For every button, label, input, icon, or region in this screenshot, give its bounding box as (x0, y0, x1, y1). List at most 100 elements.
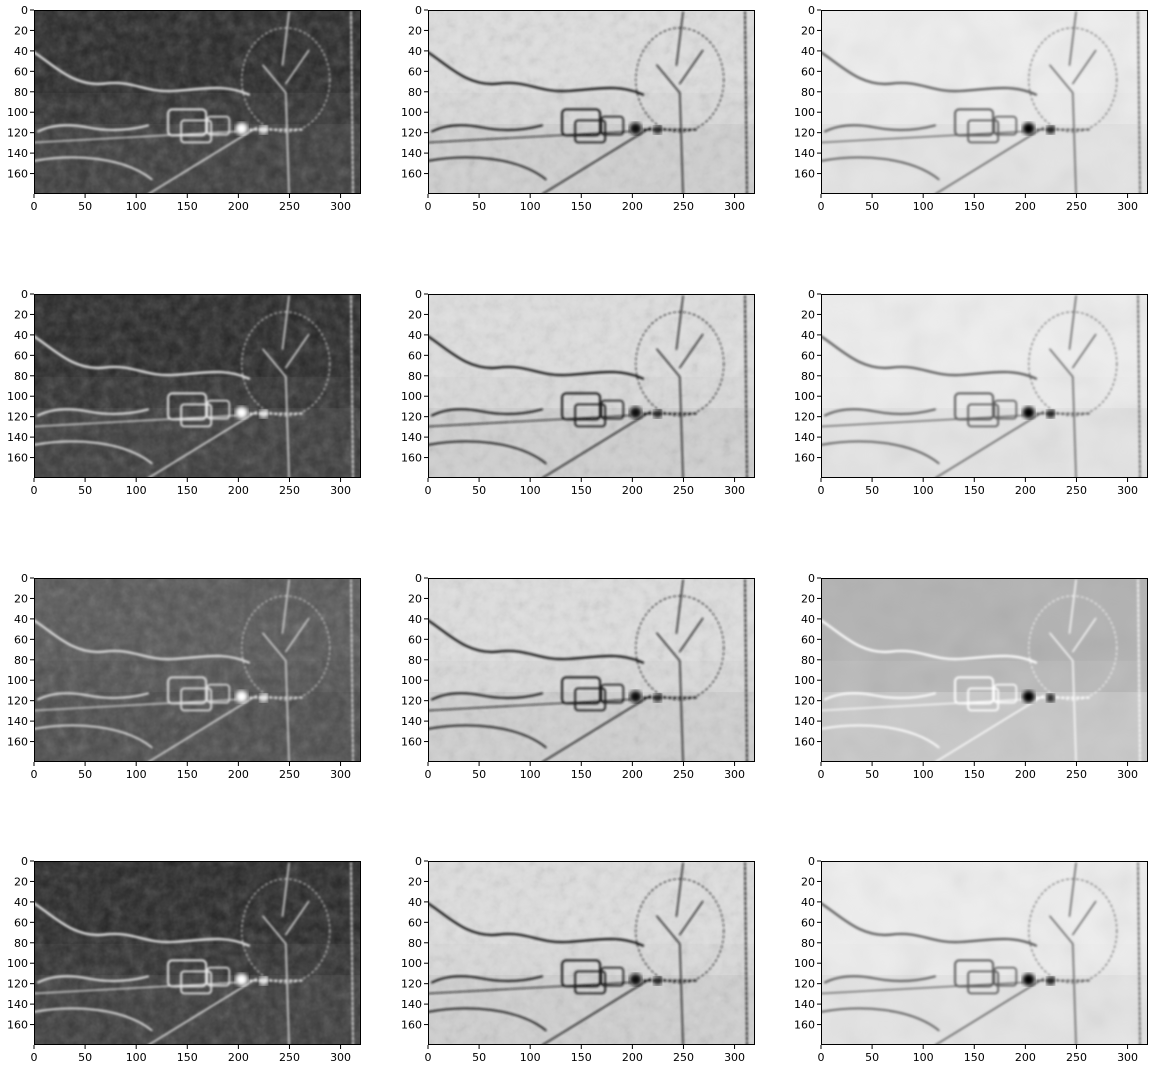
y-tick-label: 20 (801, 308, 815, 321)
image-content (821, 10, 1148, 194)
y-tick-label: 80 (408, 654, 422, 667)
y-tick-label: 80 (801, 86, 815, 99)
x-tick-label: 300 (330, 768, 351, 781)
x-tick-label: 0 (425, 1051, 432, 1064)
y-tick-label: 100 (794, 674, 815, 687)
x-tick-label: 50 (472, 200, 486, 213)
x-tick-label: 250 (673, 1051, 694, 1064)
x-tick-label: 250 (1066, 200, 1087, 213)
axes-frame (821, 861, 1148, 1045)
y-tick-label: 60 (408, 349, 422, 362)
y-tick-label: 20 (801, 24, 815, 37)
x-tick-label: 200 (622, 200, 643, 213)
image-content (34, 578, 361, 762)
x-tick-label: 50 (472, 768, 486, 781)
x-tick-label: 0 (31, 768, 38, 781)
y-tick-label: 40 (408, 329, 422, 342)
y-tick-label: 40 (14, 613, 28, 626)
x-tick-label: 0 (818, 1051, 825, 1064)
x-tick-label: 200 (622, 768, 643, 781)
subplot-r0c2: 0 50 100 150 200 250 300 0 20 40 60 80 100 120 140 160 (794, 4, 1148, 213)
x-tick-label: 300 (330, 200, 351, 213)
x-tick-label: 100 (520, 768, 541, 781)
x-tick-label: 0 (818, 484, 825, 497)
y-tick-label: 140 (794, 998, 815, 1011)
y-tick-label: 40 (801, 45, 815, 58)
axes-frame (821, 10, 1148, 194)
y-tick-label: 100 (794, 106, 815, 119)
x-tick-label: 50 (472, 484, 486, 497)
x-tick-label: 50 (78, 200, 92, 213)
axes-frame (821, 294, 1148, 478)
x-tick-label: 200 (228, 1051, 249, 1064)
x-tick-label: 200 (1015, 200, 1036, 213)
x-tick-label: 150 (177, 768, 198, 781)
subplot-r3c1: 0 50 100 150 200 250 300 0 20 40 60 80 100 120 140 160 (401, 855, 755, 1064)
x-tick-label: 300 (724, 1051, 745, 1064)
image-content (428, 10, 755, 194)
y-tick-label: 160 (401, 168, 422, 181)
x-tick-label: 200 (228, 768, 249, 781)
image-content (428, 578, 755, 762)
x-tick-label: 50 (865, 484, 879, 497)
subplot-r2c1: 0 50 100 150 200 250 300 0 20 40 60 80 100 120 140 160 (401, 572, 755, 781)
y-tick-label: 40 (801, 613, 815, 626)
x-tick-label: 100 (520, 1051, 541, 1064)
y-tick-label: 60 (14, 349, 28, 362)
y-tick-label: 160 (401, 736, 422, 749)
x-tick-label: 100 (126, 1051, 147, 1064)
axes-frame (428, 578, 755, 762)
y-tick-label: 60 (408, 65, 422, 78)
y-tick-label: 140 (401, 431, 422, 444)
subplot-r1c0: 0 50 100 150 200 250 300 0 20 40 60 80 100 120 140 160 (7, 288, 361, 497)
x-tick-label: 300 (1117, 768, 1138, 781)
y-tick-label: 120 (401, 978, 422, 991)
y-tick-label: 160 (7, 452, 28, 465)
y-tick-label: 40 (408, 613, 422, 626)
y-tick-label: 20 (408, 875, 422, 888)
subplot-r3c0: 0 50 100 150 200 250 300 0 20 40 60 80 100 120 140 160 (7, 855, 361, 1064)
x-tick-label: 100 (520, 484, 541, 497)
y-tick-label: 100 (401, 106, 422, 119)
y-tick-label: 160 (794, 736, 815, 749)
x-tick-label: 50 (865, 768, 879, 781)
y-tick-label: 140 (794, 715, 815, 728)
y-tick-label: 140 (401, 998, 422, 1011)
y-tick-label: 160 (794, 1019, 815, 1032)
y-tick-label: 40 (801, 896, 815, 909)
y-tick-label: 60 (408, 633, 422, 646)
x-tick-label: 150 (571, 768, 592, 781)
x-tick-label: 300 (724, 200, 745, 213)
x-tick-label: 300 (724, 484, 745, 497)
x-tick-label: 200 (622, 1051, 643, 1064)
axes-frame (34, 578, 361, 762)
x-tick-label: 100 (126, 200, 147, 213)
y-tick-label: 100 (7, 106, 28, 119)
x-tick-label: 50 (865, 200, 879, 213)
y-tick-label: 20 (408, 308, 422, 321)
axes-frame (821, 578, 1148, 762)
x-tick-label: 250 (1066, 484, 1087, 497)
x-tick-label: 100 (520, 200, 541, 213)
y-tick-label: 120 (7, 411, 28, 424)
y-tick-label: 20 (408, 592, 422, 605)
y-tick-label: 0 (21, 855, 28, 868)
y-tick-label: 0 (808, 4, 815, 17)
y-tick-label: 80 (14, 370, 28, 383)
y-tick-label: 80 (408, 937, 422, 950)
y-tick-label: 0 (415, 572, 422, 585)
y-tick-label: 100 (401, 674, 422, 687)
x-tick-label: 0 (425, 484, 432, 497)
image-content (428, 294, 755, 478)
y-tick-label: 60 (14, 916, 28, 929)
y-tick-label: 0 (808, 572, 815, 585)
y-tick-label: 100 (7, 957, 28, 970)
y-tick-label: 20 (801, 875, 815, 888)
y-tick-label: 0 (21, 572, 28, 585)
x-tick-label: 250 (673, 768, 694, 781)
image-content (34, 10, 361, 194)
y-tick-label: 100 (401, 957, 422, 970)
x-tick-label: 200 (622, 484, 643, 497)
y-tick-label: 40 (801, 329, 815, 342)
x-tick-label: 100 (913, 1051, 934, 1064)
